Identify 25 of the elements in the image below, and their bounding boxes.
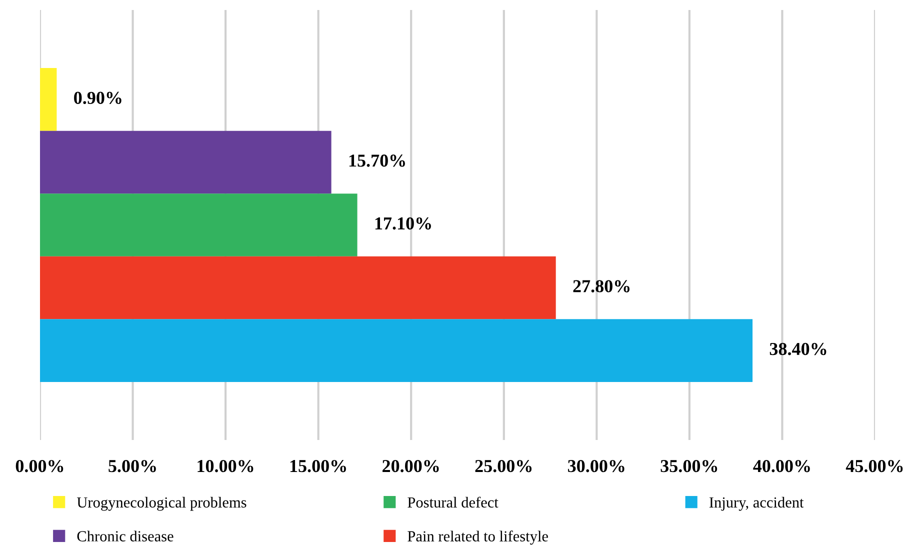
x-tick-label: 25.00% <box>475 460 532 472</box>
legend-label: Injury, accident <box>709 496 804 511</box>
x-tick-label: 15.00% <box>290 460 346 472</box>
x-tick-label: 40.00% <box>753 460 810 472</box>
x-tick-label: 5.00% <box>108 460 156 472</box>
legend-label: Pain related to lifestyle <box>408 530 548 545</box>
legend-label: Urogynecological problems <box>76 496 246 511</box>
bar <box>40 68 57 131</box>
data-label: 17.10% <box>375 217 431 230</box>
x-tick-label: 10.00% <box>198 460 254 472</box>
x-tick-label: 0.00% <box>16 460 64 472</box>
data-label: 38.40% <box>770 342 826 356</box>
x-tick-label: 35.00% <box>660 460 718 472</box>
bar <box>40 256 556 320</box>
data-label: 27.80% <box>573 280 630 292</box>
legend-label: Postural defect <box>408 496 498 508</box>
legend-label: Chronic disease <box>77 530 174 542</box>
bar <box>40 130 332 194</box>
x-tick-label: 30.00% <box>568 460 624 472</box>
x-tick-label: 45.00% <box>846 460 903 472</box>
bar <box>40 194 358 256</box>
data-label: 0.90% <box>74 92 122 104</box>
bar <box>40 319 753 382</box>
data-label: 15.70% <box>349 154 405 167</box>
x-tick-label: 20.00% <box>382 460 439 472</box>
